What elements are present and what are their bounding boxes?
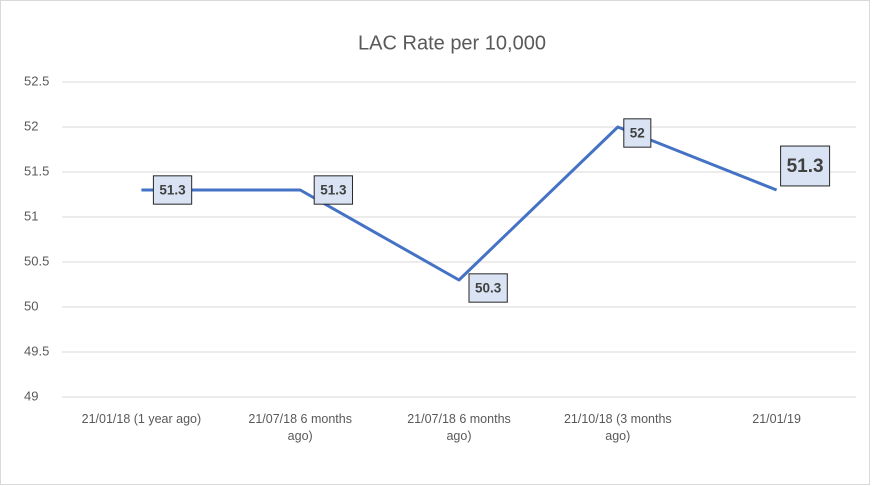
y-tick-label: 49.5 [24, 343, 49, 358]
y-tick-label: 50 [24, 298, 38, 313]
data-label: 51.3 [320, 183, 347, 198]
chart-title: LAC Rate per 10,000 [358, 32, 546, 54]
data-label: 52 [630, 126, 645, 141]
data-label: 51.3 [159, 183, 186, 198]
x-tick-label: 21/07/18 6 months ago) [248, 412, 352, 443]
data-label: 50.3 [475, 281, 502, 296]
data-label-box [313, 175, 353, 205]
data-label-box [780, 145, 831, 187]
x-tick-label: 21/01/18 (1 year ago) [81, 412, 202, 426]
data-label-box [152, 175, 193, 205]
y-tick-label: 52.5 [24, 73, 49, 88]
y-tick-label: 50.5 [24, 253, 49, 268]
data-label-box [468, 273, 508, 303]
data-label: 51.3 [787, 156, 824, 177]
y-tick-label: 51 [24, 208, 38, 223]
data-label-box [623, 118, 652, 148]
x-tick-label: 21/07/18 6 months ago) [407, 412, 511, 443]
data-line [141, 125, 778, 282]
x-tick-label: 21/10/18 (3 months ago) [563, 412, 672, 443]
x-tick-label: 21/01/19 [752, 412, 801, 426]
y-tick-label: 51.5 [24, 163, 49, 178]
y-tick-label: 49 [24, 388, 38, 403]
y-tick-label: 52 [24, 118, 38, 133]
